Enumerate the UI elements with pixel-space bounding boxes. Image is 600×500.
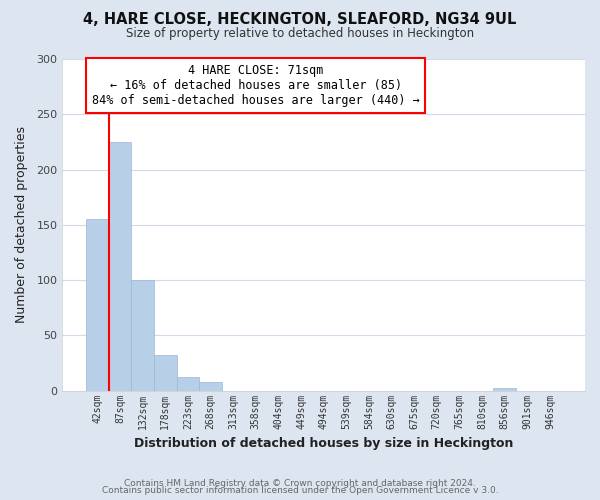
Y-axis label: Number of detached properties: Number of detached properties: [15, 126, 28, 324]
X-axis label: Distribution of detached houses by size in Heckington: Distribution of detached houses by size …: [134, 437, 514, 450]
Bar: [176, 378, 199, 390]
Bar: [86, 220, 109, 390]
Bar: [493, 388, 516, 390]
Text: Size of property relative to detached houses in Heckington: Size of property relative to detached ho…: [126, 28, 474, 40]
Text: 4 HARE CLOSE: 71sqm
← 16% of detached houses are smaller (85)
84% of semi-detach: 4 HARE CLOSE: 71sqm ← 16% of detached ho…: [92, 64, 419, 107]
Text: Contains HM Land Registry data © Crown copyright and database right 2024.: Contains HM Land Registry data © Crown c…: [124, 478, 476, 488]
Bar: [131, 280, 154, 390]
Text: 4, HARE CLOSE, HECKINGTON, SLEAFORD, NG34 9UL: 4, HARE CLOSE, HECKINGTON, SLEAFORD, NG3…: [83, 12, 517, 28]
Text: Contains public sector information licensed under the Open Government Licence v : Contains public sector information licen…: [101, 486, 499, 495]
Bar: [154, 356, 176, 390]
Bar: [199, 382, 222, 390]
Bar: [109, 142, 131, 390]
